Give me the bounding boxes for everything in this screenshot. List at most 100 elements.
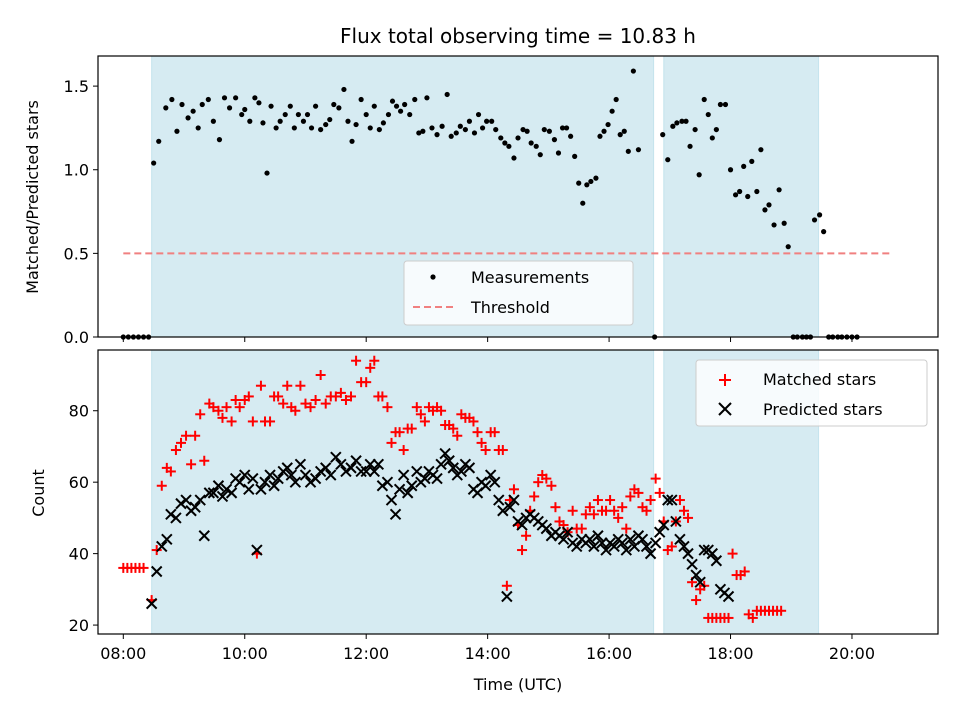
data-point	[706, 547, 719, 560]
data-point	[608, 540, 620, 553]
data-point	[662, 494, 674, 506]
legend-matched-label: Matched stars	[763, 370, 876, 389]
data-point	[501, 590, 513, 603]
data-point	[372, 458, 385, 471]
data-point	[508, 484, 519, 495]
data-point	[340, 465, 352, 478]
data-point	[521, 530, 532, 541]
data-point	[282, 111, 288, 118]
data-point	[361, 377, 372, 388]
data-point	[658, 519, 670, 531]
legend-predicted-marker	[718, 402, 732, 416]
data-point	[340, 395, 351, 406]
data-point	[295, 380, 306, 391]
data-point	[588, 178, 594, 185]
data-point	[439, 447, 451, 460]
data-point	[596, 537, 608, 549]
data-point	[600, 544, 612, 556]
data-point	[683, 512, 694, 523]
data-point	[363, 111, 369, 118]
data-point	[653, 526, 666, 538]
data-point	[369, 355, 380, 366]
data-point	[364, 458, 376, 471]
data-point	[555, 150, 562, 156]
data-point	[722, 101, 729, 108]
data-point	[194, 494, 206, 506]
data-point	[371, 103, 377, 109]
data-point	[593, 175, 599, 181]
legend-measurements-label: Measurements	[471, 268, 589, 287]
data-point	[385, 494, 398, 506]
data-point	[190, 430, 201, 441]
x-tick-label: 10:00	[222, 644, 268, 663]
data-point	[732, 192, 739, 198]
data-point	[584, 182, 590, 188]
data-point	[165, 508, 177, 521]
data-point	[592, 495, 603, 506]
data-point	[385, 111, 392, 118]
data-point	[435, 458, 447, 471]
data-point	[268, 480, 280, 492]
data-point	[546, 480, 557, 491]
data-point	[163, 105, 169, 111]
data-point	[690, 569, 702, 581]
data-point	[345, 462, 357, 474]
data-point	[330, 391, 341, 402]
data-point	[448, 133, 454, 139]
data-point	[694, 576, 706, 588]
data-point	[330, 451, 342, 463]
data-point	[170, 445, 181, 456]
data-point	[506, 143, 512, 149]
data-point	[516, 519, 528, 531]
data-point	[175, 497, 187, 510]
data-point	[156, 480, 167, 491]
data-point	[737, 188, 743, 195]
data-point	[256, 100, 262, 106]
data-point	[381, 476, 394, 488]
data-point	[636, 533, 649, 546]
data-point	[739, 566, 750, 577]
data-point	[776, 187, 782, 193]
data-point	[299, 469, 312, 481]
data-point	[327, 116, 333, 123]
observing-interval-1	[663, 55, 820, 338]
data-point	[170, 512, 182, 524]
data-point	[431, 472, 443, 485]
data-point	[670, 515, 682, 528]
data-point	[331, 101, 337, 108]
legend-measurements-marker	[430, 274, 436, 280]
data-point	[601, 128, 607, 134]
data-point	[376, 126, 382, 133]
data-point	[745, 193, 751, 200]
data-point	[346, 391, 357, 402]
data-point	[701, 96, 707, 103]
data-point	[242, 106, 248, 113]
data-point	[290, 405, 301, 416]
data-point	[696, 172, 702, 178]
data-point	[230, 395, 241, 406]
data-point	[220, 483, 233, 496]
x-tick-label: 12:00	[343, 644, 389, 663]
data-point	[584, 533, 596, 546]
data-point	[398, 445, 409, 456]
data-point	[679, 118, 685, 124]
data-point	[609, 108, 615, 114]
data-point	[705, 111, 711, 118]
data-point	[588, 540, 600, 553]
data-point	[580, 200, 586, 206]
data-point	[605, 495, 616, 506]
data-point	[213, 405, 224, 416]
data-point	[185, 115, 191, 121]
data-point	[429, 125, 435, 131]
y-tick-label: 80	[69, 402, 89, 421]
data-point	[616, 537, 628, 549]
data-point	[411, 402, 422, 413]
data-point	[291, 125, 297, 131]
data-point	[282, 380, 293, 391]
data-point	[520, 126, 526, 133]
data-point	[318, 126, 324, 133]
data-point	[278, 398, 289, 409]
data-point	[335, 387, 346, 398]
data-point	[294, 458, 307, 471]
y-tick-label: 0.5	[64, 244, 89, 263]
